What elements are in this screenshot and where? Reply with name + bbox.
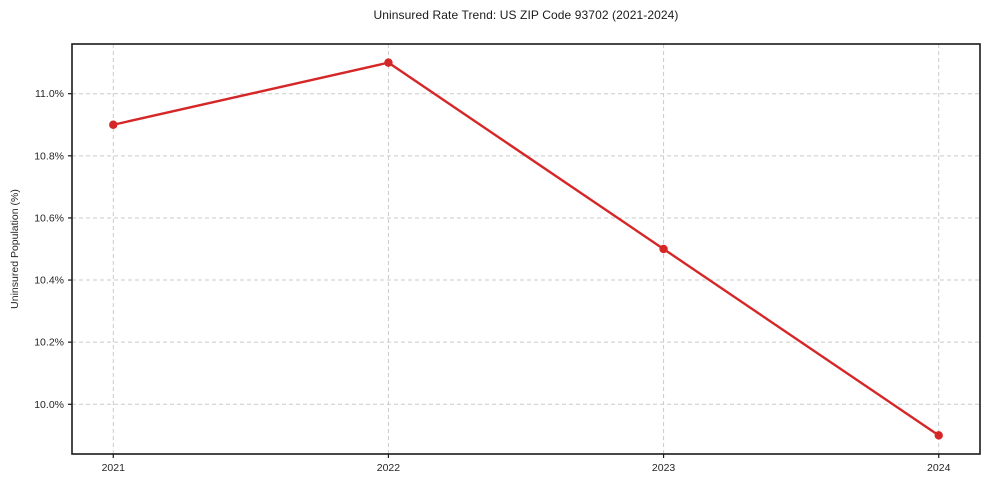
plot-border bbox=[71, 43, 981, 455]
x-tick-label: 2023 bbox=[652, 462, 676, 474]
x-tick-label: 2021 bbox=[102, 462, 126, 474]
y-tick-label: 10.0% bbox=[34, 399, 64, 411]
data-point-marker bbox=[384, 58, 393, 67]
chart-title: Uninsured Rate Trend: US ZIP Code 93702 … bbox=[373, 8, 679, 22]
trend-line bbox=[112, 61, 940, 437]
data-point-marker bbox=[109, 120, 118, 129]
y-tick-label: 10.4% bbox=[34, 275, 64, 287]
x-tick-label: 2024 bbox=[927, 462, 951, 474]
x-tick-label: 2022 bbox=[377, 462, 401, 474]
data-point-marker bbox=[659, 244, 668, 254]
y-tick-label: 10.2% bbox=[34, 337, 64, 349]
y-tick-label: 10.6% bbox=[34, 212, 64, 224]
y-tick-label: 10.8% bbox=[34, 150, 64, 162]
y-tick-label: 11.0% bbox=[35, 88, 64, 100]
data-point-marker bbox=[934, 431, 943, 440]
y-axis-label: Uninsured Population (%) bbox=[9, 189, 21, 309]
